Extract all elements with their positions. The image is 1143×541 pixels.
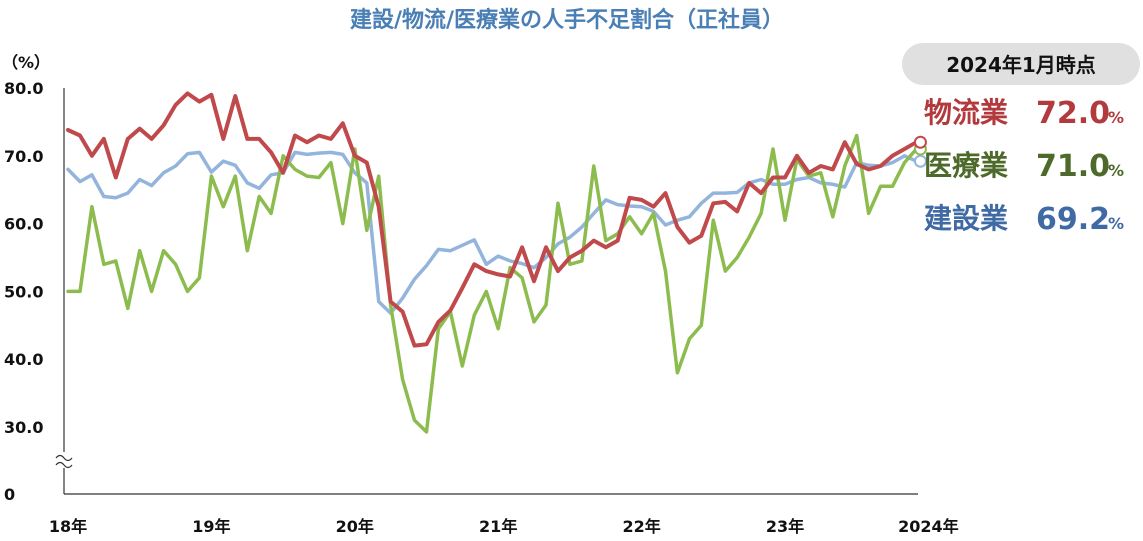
y-tick-label: 40.0 [4,350,43,369]
legend-series-name: 医療業 [924,149,1008,182]
axis-break-icon [54,452,74,469]
legend-series-unit: % [1108,214,1124,233]
x-tick-label: 23年 [766,517,804,536]
series-line-2 [66,91,919,348]
legend-series-value: 69.2 [1036,202,1110,237]
series-lines [66,91,927,434]
chart-title: 建設/物流/医療業の人手不足割合（正社員） [350,7,784,33]
y-tick-label: 30.0 [4,418,43,437]
legend-series-value: 71.0 [1036,149,1110,184]
y-tick-label: 0 [4,485,15,504]
x-tick-labels: 18年 19年 20年 21年 22年 23年 2024年 [49,517,959,536]
legend-series-unit: % [1108,161,1124,180]
legend-header-box [902,43,1140,85]
x-tick-label: 21年 [479,517,517,536]
y-tick-labels: 80.0 70.0 60.0 50.0 40.0 30.0 0 [4,79,43,504]
y-tick-label: 50.0 [4,282,43,301]
x-tick-label: 19年 [192,517,230,536]
legend-series-unit: % [1108,108,1124,127]
y-tick-label: 70.0 [4,147,43,166]
legend-series-value: 72.0 [1036,96,1110,131]
x-tick-label: 20年 [336,517,374,536]
series-end-marker [913,154,927,168]
legend: 2024年1月時点 物流業 72.0% 医療業 71.0% 建設業 69.2% [902,43,1140,237]
x-tick-label: 2024年 [898,517,959,536]
y-tick-label: 60.0 [4,215,43,234]
x-tick-label: 22年 [622,517,660,536]
series-line-0 [66,150,919,315]
x-tick-label: 18年 [49,517,87,536]
series-line-1 [66,133,919,434]
series-end-marker [913,135,927,149]
y-tick-label: 80.0 [4,79,43,98]
legend-series-name: 建設業 [924,202,1008,235]
legend-header: 2024年1月時点 [946,53,1096,77]
y-axis-unit-label: （%） [2,53,50,72]
legend-series-name: 物流業 [924,96,1008,129]
